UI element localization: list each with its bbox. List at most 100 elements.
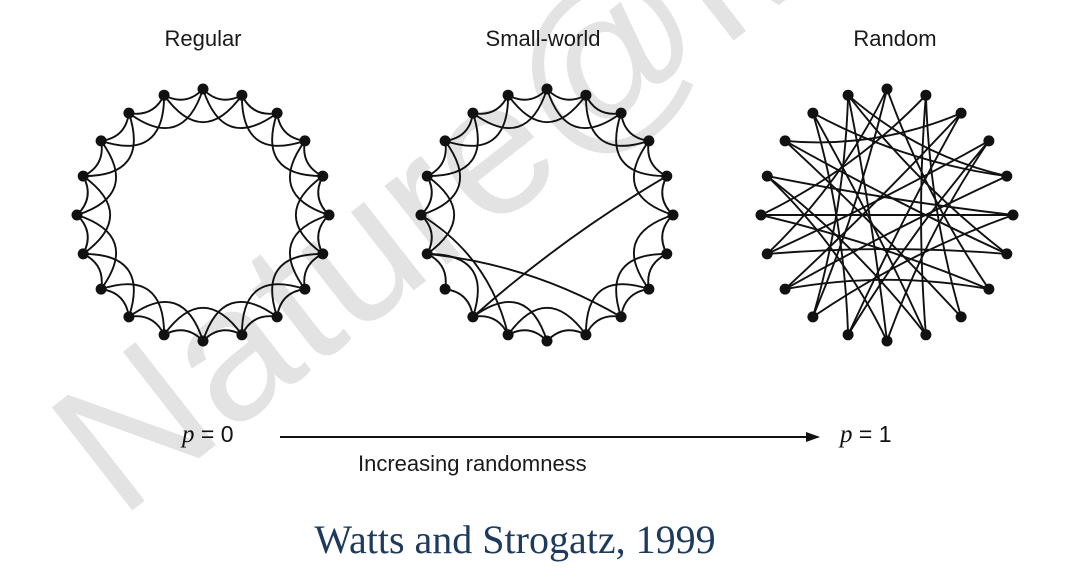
ring-edge xyxy=(507,329,548,342)
network-node xyxy=(881,83,893,95)
ring-edge xyxy=(128,315,165,336)
random-edge xyxy=(811,95,850,318)
network-node xyxy=(317,248,329,260)
citation: Watts and Strogatz, 1999 xyxy=(314,517,716,562)
lattice-edge xyxy=(271,252,323,318)
ring-edge xyxy=(647,253,668,290)
lattice-edge xyxy=(507,307,587,336)
ring-edge xyxy=(585,315,622,336)
ring-edge xyxy=(163,329,204,342)
network-node xyxy=(439,283,451,295)
random-edge xyxy=(767,175,1014,216)
network-node xyxy=(299,135,311,147)
network-node xyxy=(123,107,135,119)
p-one-value: = 1 xyxy=(858,421,892,447)
p-zero-label: p = 0 xyxy=(182,421,234,449)
ring-edge xyxy=(426,253,447,290)
lattice-edge xyxy=(82,175,111,255)
ring-edge xyxy=(202,88,243,101)
lattice-edge xyxy=(615,252,667,318)
network-node xyxy=(77,248,89,260)
ring-edge xyxy=(444,112,474,142)
network-node xyxy=(317,170,329,182)
lattice-edge xyxy=(288,214,330,290)
lattice-edge xyxy=(507,94,587,123)
network-node xyxy=(643,135,655,147)
network-node xyxy=(920,89,932,101)
lattice-edge xyxy=(240,283,306,335)
network-node xyxy=(881,335,893,347)
random-edge xyxy=(784,112,962,290)
ring-edge xyxy=(585,94,622,115)
ring-edge xyxy=(128,94,165,115)
network-node xyxy=(236,329,248,341)
network-node xyxy=(236,89,248,101)
network-node xyxy=(1007,209,1019,221)
lattice-edge xyxy=(128,88,204,130)
lattice-edge xyxy=(100,95,166,147)
ring-edge xyxy=(76,214,89,255)
panel-title-random: Random xyxy=(853,26,937,51)
network-node xyxy=(807,311,819,323)
regular-network xyxy=(71,83,335,347)
random-edge xyxy=(886,140,990,342)
ring-edge xyxy=(276,288,306,318)
lattice-edge xyxy=(295,175,324,255)
network-node xyxy=(955,107,967,119)
network-node xyxy=(502,329,514,341)
network-node xyxy=(580,329,592,341)
rewired-edge xyxy=(420,214,510,336)
network-node xyxy=(197,83,209,95)
lattice-edge xyxy=(472,300,548,342)
lattice-edge xyxy=(427,112,479,178)
ring-edge xyxy=(317,175,330,216)
ring-edge xyxy=(303,253,324,290)
p-one-label: p = 1 xyxy=(840,421,892,449)
network-node xyxy=(643,283,655,295)
lattice-edge xyxy=(632,214,674,290)
lattice-edge xyxy=(271,112,323,178)
ring-edge xyxy=(100,112,130,142)
rewired-edge xyxy=(427,252,622,318)
random-edge xyxy=(784,140,1008,255)
ring-edge xyxy=(507,88,548,101)
random-edge xyxy=(847,94,1008,178)
lattice-edge xyxy=(472,88,548,130)
network-node xyxy=(421,248,433,260)
network-node xyxy=(415,209,427,221)
network-node xyxy=(439,135,451,147)
ring-edge xyxy=(661,175,674,216)
network-node xyxy=(1001,248,1013,260)
random-edge xyxy=(847,140,990,336)
network-node xyxy=(955,311,967,323)
network-node xyxy=(615,311,627,323)
p-zero-value: = 0 xyxy=(200,421,234,447)
network-node xyxy=(661,170,673,182)
network-node xyxy=(95,135,107,147)
random-edge xyxy=(847,94,1008,255)
random-edge xyxy=(784,175,1008,290)
lattice-edge xyxy=(288,140,330,216)
ring-edge xyxy=(76,175,89,216)
lattice-edge xyxy=(444,95,510,147)
network-node xyxy=(541,83,553,95)
network-node xyxy=(842,89,854,101)
random-network xyxy=(755,83,1019,347)
ring-edge xyxy=(661,214,674,255)
random-edge xyxy=(785,112,962,144)
ring-edge xyxy=(426,140,447,177)
network-node xyxy=(761,170,773,182)
lattice-edge xyxy=(240,95,306,147)
random-edge xyxy=(847,95,888,342)
random-edge xyxy=(766,88,888,255)
random-edge xyxy=(812,88,888,318)
p-symbol: p xyxy=(182,421,195,448)
network-node xyxy=(158,329,170,341)
network-node xyxy=(541,335,553,347)
random-edge xyxy=(760,94,927,216)
random-edge xyxy=(767,248,1007,255)
network-node xyxy=(615,107,627,119)
random-edge xyxy=(760,214,990,290)
network-node xyxy=(77,170,89,182)
network-node xyxy=(421,170,433,182)
